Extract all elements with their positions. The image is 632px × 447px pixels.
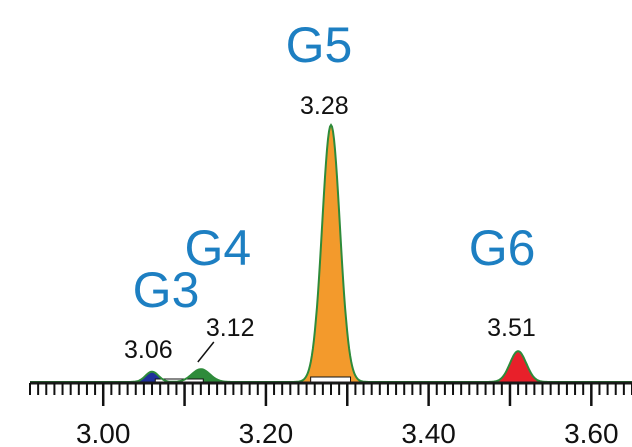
x-tick-label: 3.20 [239,418,294,447]
leader-line-g4 [197,341,215,363]
group-label-g6: G6 [469,220,536,276]
peak-rt-label-g6: 3.51 [487,314,536,342]
peak-g5 [301,124,361,383]
peak-rt-label-g5: 3.28 [300,92,349,120]
x-tick-label: 3.00 [76,418,131,447]
peak-rt-label-g3: 3.06 [124,336,173,364]
peak-rt-label-g4: 3.12 [206,314,255,342]
group-label-g5: G5 [286,17,353,73]
peak-g6 [491,350,545,383]
group-label-g4: G4 [184,220,251,276]
group-label-g3: G3 [133,262,200,318]
x-tick-label: 3.40 [401,418,456,447]
x-axis [29,381,632,406]
labels-layer: 3.00 3.20 3.40 3.60 3.06 G33.12 G4 3.28 G5 3.51 G6 [76,17,619,447]
x-tick-label: 3.60 [564,418,619,447]
